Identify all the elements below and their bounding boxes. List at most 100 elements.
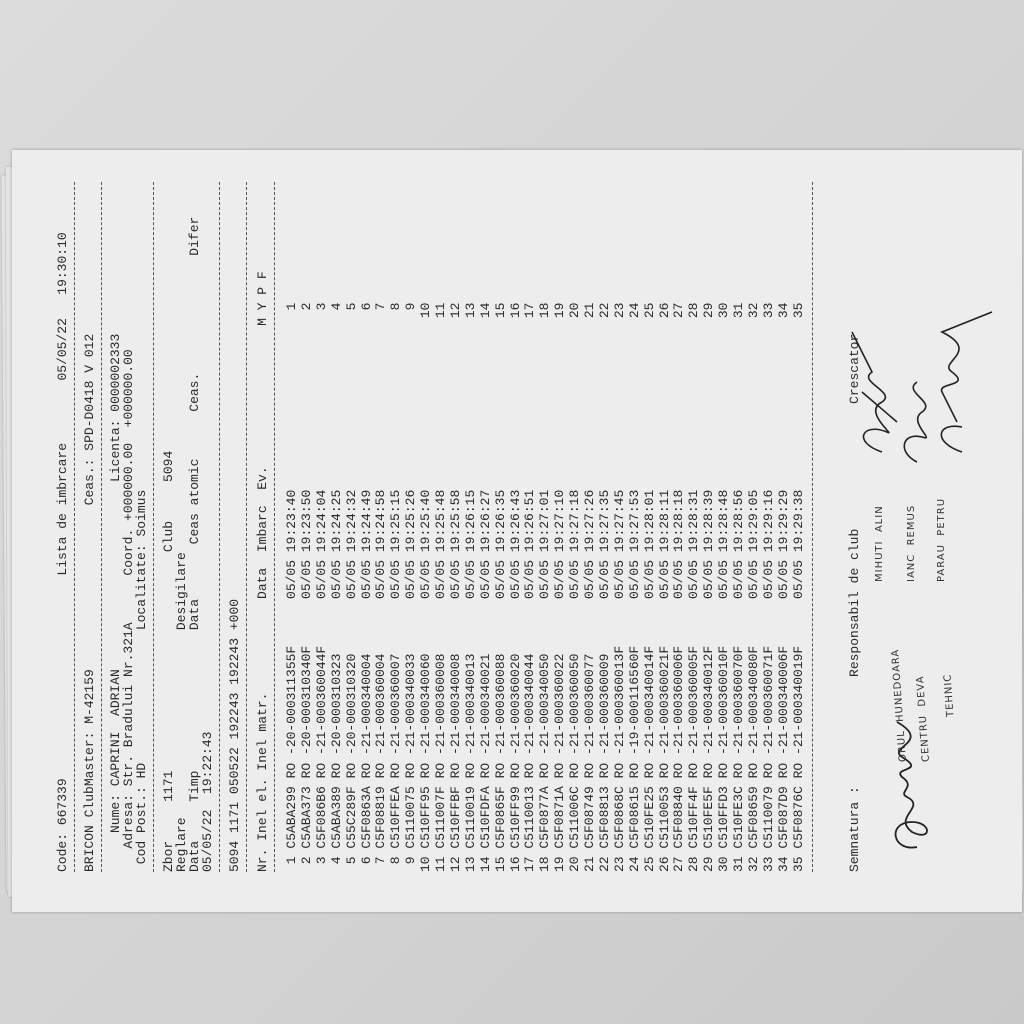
row-ring-el: C5F0865F bbox=[492, 786, 508, 849]
row-rank: 15 bbox=[492, 302, 508, 319]
row-ring-matr: -20-000310323 bbox=[328, 653, 344, 755]
handwritten-signature bbox=[894, 721, 928, 849]
coord-2: +000000.00 bbox=[121, 349, 136, 428]
row-rank: 31 bbox=[731, 302, 746, 319]
row-date: 05/05 bbox=[790, 559, 806, 599]
row-nr: 17 bbox=[522, 856, 538, 872]
row-nr: 32 bbox=[745, 856, 761, 872]
row-nr: 31 bbox=[731, 856, 746, 872]
row-ring-el: C5F08659 bbox=[745, 786, 761, 849]
row-ring-el: C5F0876C bbox=[790, 786, 806, 849]
row-ring-matr: -19-000116560F bbox=[626, 645, 642, 755]
row-rank: 1 bbox=[284, 302, 299, 311]
row-nr: 8 bbox=[388, 856, 404, 865]
row-ring-el: C511006C bbox=[567, 786, 583, 849]
row-time: 19:29:16 bbox=[760, 489, 776, 553]
row-date: 05/05 bbox=[492, 559, 508, 599]
row-country: RO bbox=[418, 762, 434, 779]
row-ring-matr: -21-000340006F bbox=[775, 645, 791, 755]
row-country: RO bbox=[433, 762, 448, 779]
row-country: RO bbox=[716, 762, 732, 779]
reglare-value-line: 05/05/22 19:22:43 bbox=[200, 732, 215, 872]
row-ring-el: C5ABA299 bbox=[284, 786, 299, 849]
signature-line: Semnatura : Responsabil de club Crescato… bbox=[847, 334, 862, 872]
row-country: RO bbox=[284, 762, 299, 779]
row-country: RO bbox=[775, 762, 791, 779]
row-ring-el: C510FDFA bbox=[477, 786, 493, 849]
row-ring-matr: -21-000360077 bbox=[582, 653, 597, 755]
row-ring-matr: -21-000360005F bbox=[686, 645, 702, 755]
row-time: 19:25:58 bbox=[447, 489, 463, 553]
divider bbox=[153, 182, 154, 872]
row-rank: 21 bbox=[582, 302, 597, 319]
row-ring-el: C510FF95 bbox=[418, 786, 434, 849]
row-time: 19:23:50 bbox=[298, 489, 314, 553]
clock-label: Ceas. bbox=[187, 372, 202, 412]
row-country: RO bbox=[507, 762, 523, 779]
row-country: RO bbox=[403, 762, 419, 779]
row-time: 19:28:31 bbox=[686, 489, 702, 553]
row-ring-matr: -20-000310340F bbox=[298, 645, 314, 755]
row-time: 19:29:38 bbox=[790, 489, 806, 553]
print-time: 19:30:10 bbox=[55, 232, 70, 295]
row-nr: 7 bbox=[373, 856, 389, 865]
row-nr: 23 bbox=[611, 856, 627, 872]
difference-label: Difer bbox=[187, 216, 202, 256]
row-date: 05/05 bbox=[373, 559, 389, 599]
row-date: 05/05 bbox=[313, 559, 329, 599]
row-date: 05/05 bbox=[611, 559, 627, 599]
row-ring-el: C511007F bbox=[433, 786, 448, 849]
divider bbox=[274, 182, 275, 872]
committee-name: IANC REMUS bbox=[906, 504, 917, 582]
row-ring-el: C5F0877A bbox=[537, 786, 553, 849]
row-date: 05/05 bbox=[447, 559, 463, 599]
row-time: 19:27:35 bbox=[596, 489, 612, 553]
row-time: 19:27:53 bbox=[626, 489, 642, 553]
row-ring-matr: -21-000340004 bbox=[358, 653, 374, 755]
row-time: 19:28:56 bbox=[731, 489, 746, 553]
row-date: 05/05 bbox=[671, 559, 687, 599]
row-country: RO bbox=[626, 762, 642, 779]
row-country: RO bbox=[358, 762, 374, 779]
row-nr: 24 bbox=[626, 856, 642, 872]
row-ring-matr: -21-000340013 bbox=[462, 653, 478, 755]
row-rank: 23 bbox=[611, 302, 627, 319]
signature-label: Semnatura : bbox=[847, 786, 862, 872]
row-ring-el: C5F08840 bbox=[671, 786, 687, 849]
row-country: RO bbox=[522, 762, 538, 779]
row-time: 19:27:01 bbox=[537, 489, 553, 553]
row-ring-el: C5F08819 bbox=[373, 786, 389, 849]
row-date: 05/05 bbox=[686, 559, 702, 599]
row-time: 19:26:15 bbox=[462, 489, 478, 553]
row-time: 19:27:18 bbox=[567, 489, 583, 553]
document-title: Lista de imbrcare bbox=[55, 442, 70, 576]
row-nr: 12 bbox=[447, 856, 463, 872]
row-rank: 29 bbox=[701, 302, 717, 319]
row-ring-matr: -21-000340060 bbox=[418, 653, 434, 755]
row-date: 05/05 bbox=[403, 559, 419, 599]
row-time: 19:24:32 bbox=[343, 489, 359, 553]
row-ring-el: C55C289F bbox=[343, 786, 359, 849]
row-ring-el: C5F08813 bbox=[596, 786, 612, 849]
row-ring-matr: -21-000340033 bbox=[403, 653, 419, 755]
row-country: RO bbox=[343, 762, 359, 779]
reglare-value: 05/05/22 19:22:43 bbox=[200, 731, 215, 872]
divider bbox=[812, 182, 813, 872]
row-ring-matr: -21-000340008 bbox=[447, 653, 463, 755]
row-ring-el: C510FFBF bbox=[447, 786, 463, 849]
row-ring-el: C510FE5F bbox=[701, 786, 717, 849]
row-ring-matr: -20-000310320 bbox=[343, 653, 359, 755]
row-country: RO bbox=[477, 762, 493, 779]
row-country: RO bbox=[373, 762, 389, 779]
row-nr: 14 bbox=[477, 856, 493, 872]
row-rank: 20 bbox=[567, 302, 583, 319]
row-ring-el: C510FE3C bbox=[731, 786, 746, 849]
committee-name: MIHUTI ALIN bbox=[874, 505, 885, 582]
row-nr: 11 bbox=[433, 856, 448, 872]
divider bbox=[74, 182, 75, 872]
clubmaster: BRICON ClubMaster: M-42159 bbox=[82, 669, 97, 872]
row-country: RO bbox=[611, 762, 627, 779]
row-rank: 9 bbox=[403, 302, 419, 311]
row-ring-el: C5110075 bbox=[403, 786, 419, 849]
row-country: RO bbox=[388, 762, 404, 779]
